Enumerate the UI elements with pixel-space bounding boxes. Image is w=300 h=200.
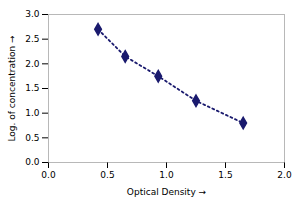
svg-text:Optical Density →: Optical Density →	[127, 187, 207, 197]
svg-text:Log. of concentration →: Log. of concentration →	[7, 35, 17, 142]
svg-text:0.5: 0.5	[100, 170, 114, 180]
svg-text:0.0: 0.0	[25, 157, 40, 167]
svg-text:1.0: 1.0	[159, 170, 174, 180]
svg-text:1.0: 1.0	[25, 108, 40, 118]
svg-text:2.0: 2.0	[25, 59, 40, 69]
svg-text:0.0: 0.0	[41, 170, 56, 180]
svg-text:1.5: 1.5	[218, 170, 232, 180]
svg-text:2.5: 2.5	[25, 34, 39, 44]
svg-text:1.5: 1.5	[25, 83, 39, 93]
svg-text:0.5: 0.5	[25, 133, 39, 143]
svg-text:3.0: 3.0	[25, 9, 40, 19]
svg-text:2.0: 2.0	[277, 170, 292, 180]
